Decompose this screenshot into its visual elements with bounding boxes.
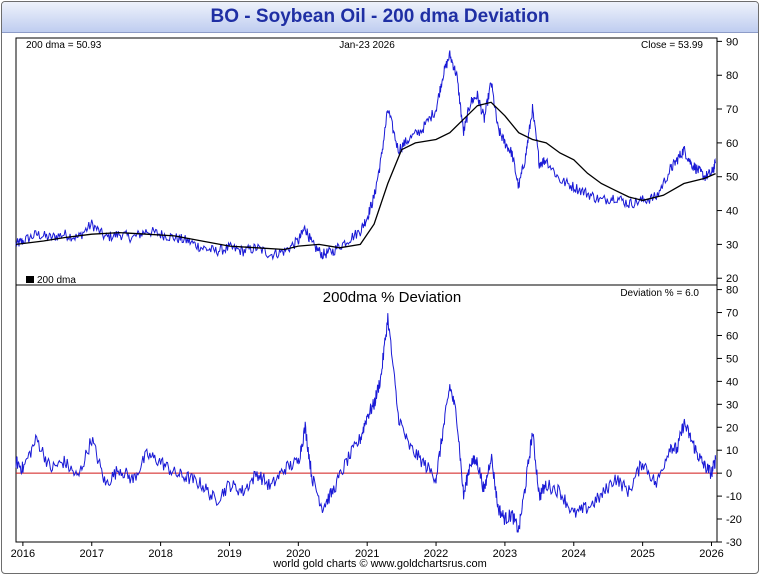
deviation-value-label: Deviation % = 6.0	[620, 288, 699, 299]
legend-label: 200 dma	[37, 275, 76, 286]
price-y-tick-label: 60	[726, 138, 738, 150]
x-tick-label: 2022	[424, 548, 448, 560]
legend-swatch-dma	[26, 276, 34, 283]
price-y-tick-label: 70	[726, 104, 738, 116]
price-y-tick-label: 20	[726, 273, 738, 285]
deviation-y-tick-label: 50	[726, 353, 738, 365]
x-tick-label: 2023	[493, 548, 517, 560]
dma-value-label: 200 dma = 50.93	[26, 40, 102, 51]
price-series-line	[15, 50, 717, 261]
deviation-y-tick-label: 10	[726, 445, 738, 457]
deviation-y-tick-label: -10	[726, 491, 742, 503]
title-bar: BO - Soybean Oil - 200 dma Deviation	[2, 2, 758, 33]
deviation-y-tick-label: 60	[726, 330, 738, 342]
x-tick-label: 2026	[699, 548, 723, 560]
price-y-tick-label: 90	[726, 36, 738, 48]
deviation-y-tick-label: 30	[726, 399, 738, 411]
price-y-tick-label: 50	[726, 172, 738, 184]
footer-credit: world gold charts © www.goldchartsrus.co…	[273, 558, 487, 570]
deviation-y-tick-label: 70	[726, 308, 738, 320]
x-tick-label: 2024	[562, 548, 586, 560]
dma-series-line	[15, 101, 716, 251]
deviation-y-tick-label: -30	[726, 537, 742, 549]
x-tick-label: 2021	[355, 548, 379, 560]
price-y-tick-label: 40	[726, 206, 738, 218]
deviation-y-tick-label: 0	[726, 468, 732, 480]
deviation-panel-title: 200dma % Deviation	[323, 289, 461, 306]
deviation-y-tick-label: 20	[726, 422, 738, 434]
deviation-y-tick-label: 40	[726, 376, 738, 388]
deviation-y-tick-label: -20	[726, 514, 742, 526]
x-tick-label: 2016	[11, 548, 35, 560]
x-tick-label: 2017	[80, 548, 104, 560]
chart-title: BO - Soybean Oil - 200 dma Deviation	[210, 6, 550, 27]
price-y-tick-label: 30	[726, 239, 738, 251]
deviation-panel-frame	[15, 284, 718, 543]
deviation-y-tick-label: 80	[726, 285, 738, 297]
date-label: Jan-23 2026	[339, 40, 395, 51]
x-tick-label: 2019	[217, 548, 241, 560]
x-tick-label: 2025	[630, 548, 654, 560]
price-panel-frame	[15, 37, 718, 286]
close-value-label: Close = 53.99	[641, 40, 703, 51]
price-y-tick-label: 80	[726, 70, 738, 82]
x-tick-label: 2018	[148, 548, 172, 560]
deviation-series-line	[15, 313, 717, 533]
x-tick-label: 2020	[286, 548, 310, 560]
